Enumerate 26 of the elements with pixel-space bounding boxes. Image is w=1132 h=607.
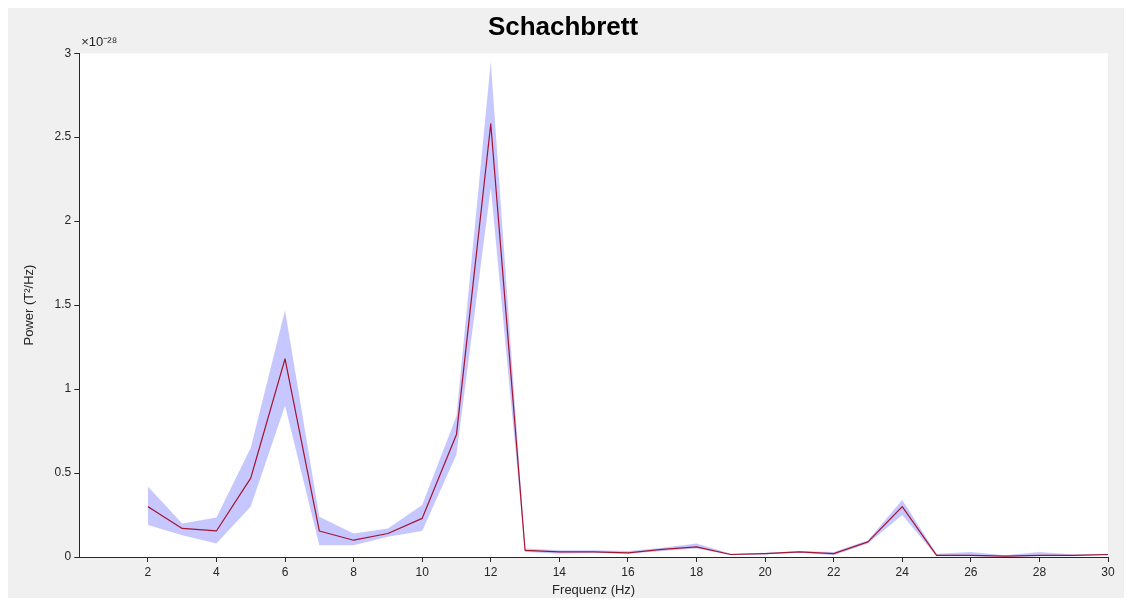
- x-tick-label: 20: [758, 564, 773, 579]
- x-tick-label: 6: [281, 564, 289, 579]
- x-tick-label: 12: [484, 564, 498, 579]
- y-tick-label: 1.5: [54, 297, 72, 312]
- x-tick-label: 10: [415, 564, 430, 579]
- chart-title: Schachbrett: [487, 10, 639, 41]
- y-tick-label: 0.5: [54, 465, 72, 480]
- y-tick-label: 3: [64, 45, 72, 60]
- x-tick-label: 22: [827, 564, 841, 579]
- x-tick-label: 4: [213, 564, 221, 579]
- y-tick-label: 2: [64, 213, 72, 228]
- x-axis-title: Frequenz (Hz): [552, 581, 636, 597]
- x-tick-label: 16: [621, 564, 635, 579]
- y-tick-label: 1: [64, 381, 72, 396]
- x-tick-label: 26: [964, 564, 978, 579]
- x-tick-label: 30: [1101, 564, 1115, 579]
- x-tick-label: 28: [1032, 564, 1047, 579]
- x-tick-label: 8: [350, 564, 358, 579]
- x-tick-label: 2: [144, 564, 152, 579]
- x-tick-label: 14: [552, 564, 567, 579]
- x-tick-label: 18: [689, 564, 704, 579]
- y-tick-label: 2.5: [54, 129, 72, 144]
- text: ×10⁻²⁸: [81, 34, 118, 50]
- y-axis-title: Power (T²/Hz): [21, 264, 37, 346]
- y-tick-label: 0: [64, 549, 72, 564]
- x-tick-label: 24: [895, 564, 910, 579]
